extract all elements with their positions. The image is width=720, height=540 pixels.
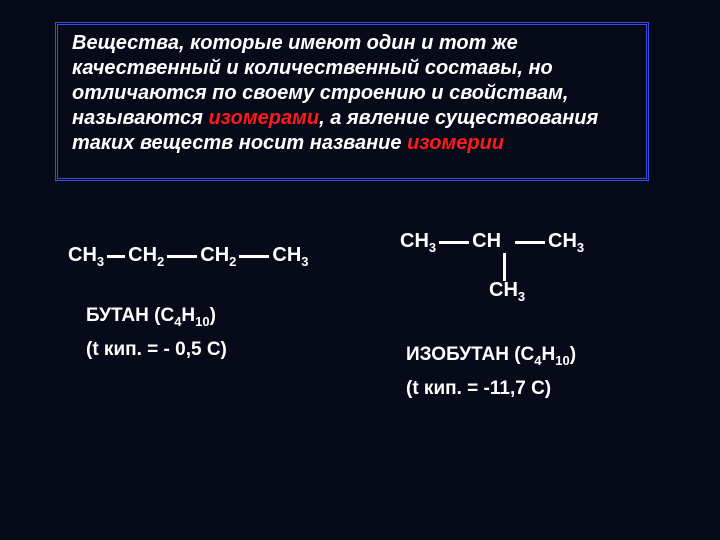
chem-group: CH [472,230,501,255]
chem-group: CH3 [68,244,104,269]
bond-icon [167,255,197,258]
isobutane-name: ИЗОБУТАН (C4H10) [406,338,690,372]
isobutane-block: CH3 CH CH3 CH3 ИЗОБУТАН (C4H10) (t кип. … [400,230,690,406]
bond-icon [439,241,469,244]
chem-group: CH3 [489,279,525,304]
spacer [400,279,501,304]
butane-name: БУТАН (C4H10) [86,299,368,333]
spacer [400,253,501,281]
definition-text: Вещества, которые имеют один и тот же ка… [72,32,598,154]
bond-icon [515,241,545,244]
slide-root: Вещества, которые имеют один и тот же ка… [0,0,720,540]
butane-labels: БУТАН (C4H10) (t кип. = - 0,5 С) [86,299,368,367]
isobutane-vert-bond-row [400,253,690,281]
bond-icon [239,255,269,258]
chem-group: CH3 [400,230,436,255]
isobutane-labels: ИЗОБУТАН (C4H10) (t кип. = -11,7 С) [406,338,690,406]
chem-group: CH3 [272,244,308,269]
bond-icon [107,255,125,258]
chem-group: CH3 [548,230,584,255]
butane-bp: (t кип. = - 0,5 С) [86,333,368,367]
butane-structure: CH3 CH2 CH2 CH3 [68,244,368,269]
def-highlight-2: изомерии [407,132,504,154]
definition-box: Вещества, которые имеют один и тот же ка… [55,22,649,181]
def-highlight-1: изомерами [208,107,319,129]
butane-block: CH3 CH2 CH2 CH3 БУТАН (C4H10) (t кип. = … [68,244,368,367]
chem-group: CH2 [200,244,236,269]
isobutane-branch-row: CH3 [400,279,690,304]
chem-group: CH2 [128,244,164,269]
isobutane-structure-main: CH3 CH CH3 [400,230,690,255]
vertical-bond-icon [503,253,506,281]
isobutane-bp: (t кип. = -11,7 С) [406,372,690,406]
